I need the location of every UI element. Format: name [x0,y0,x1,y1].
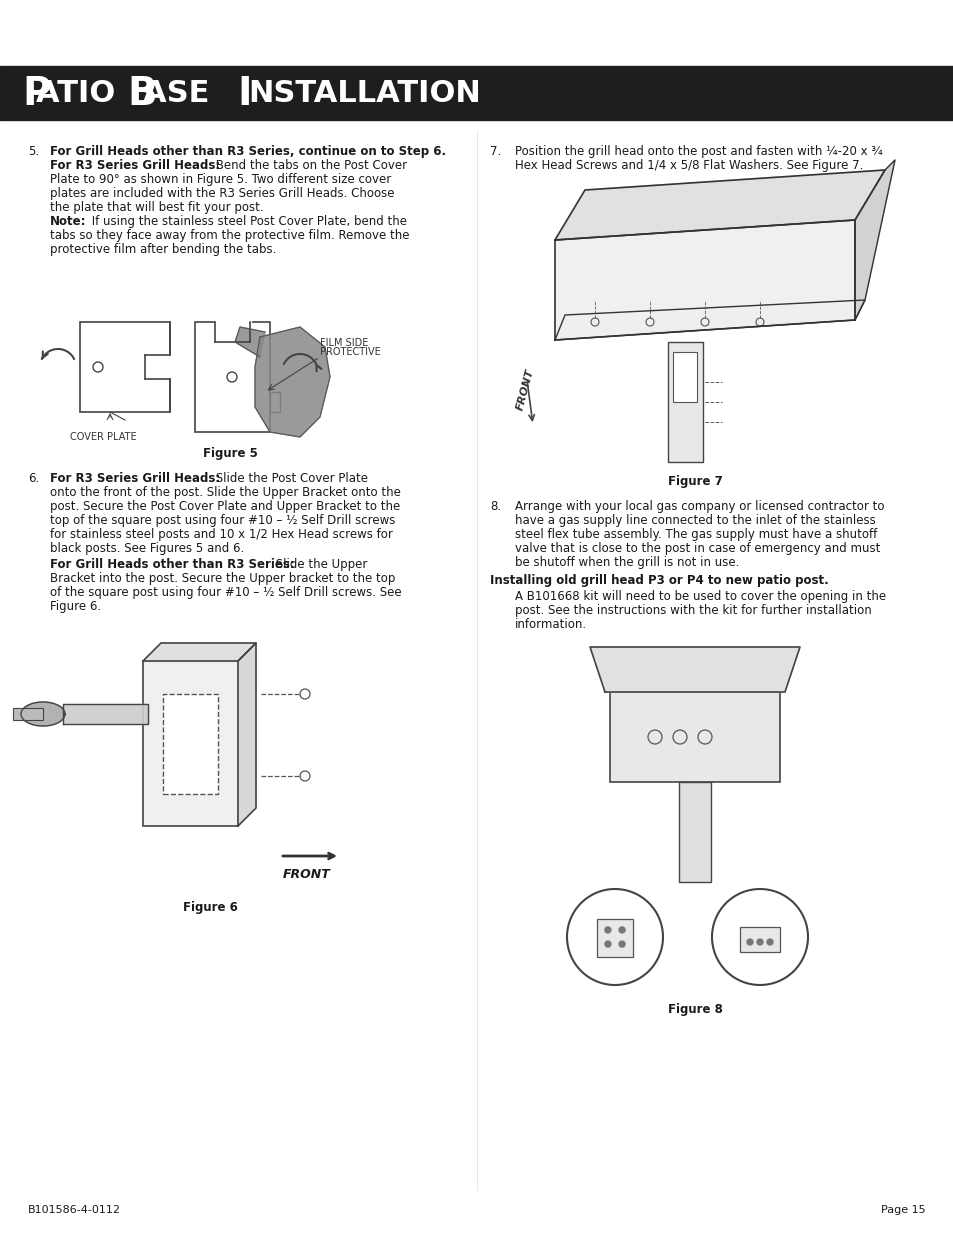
Text: For Grill Heads other than R3 Series, continue on to Step 6.: For Grill Heads other than R3 Series, co… [50,144,446,158]
Text: the plate that will best fit your post.: the plate that will best fit your post. [50,201,263,214]
Bar [597,919,633,957]
Bar [80,322,170,412]
Text: 5.: 5. [28,144,39,158]
Text: plates are included with the R3 Series Grill Heads. Choose: plates are included with the R3 Series G… [50,186,395,200]
Text: FRONT: FRONT [283,868,331,881]
Text: top of the square post using four #10 – ½ Self Drill screws: top of the square post using four #10 – … [50,514,395,527]
Bar [13,708,43,720]
Bar [609,692,780,782]
Text: Figure 6.: Figure 6. [50,600,101,613]
Text: PROTECTIVE: PROTECTIVE [319,347,380,357]
Text: FRONT: FRONT [514,368,535,412]
Text: have a gas supply line connected to the inlet of the stainless: have a gas supply line connected to the … [515,514,875,527]
Bar [163,694,218,794]
Text: B101586-4-0112: B101586-4-0112 [28,1205,121,1215]
Polygon shape [555,220,854,340]
Text: Figure 8: Figure 8 [667,1003,721,1016]
Polygon shape [854,161,894,320]
Text: Note:: Note: [50,215,87,228]
Polygon shape [589,647,800,692]
Bar [270,391,280,412]
Bar [0,0,953,68]
Text: information.: information. [515,618,586,631]
Polygon shape [237,643,255,826]
Bar [667,342,702,462]
Polygon shape [21,701,65,726]
Text: be shutoff when the grill is not in use.: be shutoff when the grill is not in use. [515,556,739,569]
Polygon shape [555,300,864,340]
Circle shape [566,889,662,986]
Text: post. See the instructions with the kit for further installation: post. See the instructions with the kit … [515,604,871,618]
Text: ASE: ASE [143,79,220,109]
Text: 7.: 7. [490,144,500,158]
Text: Bend the tabs on the Post Cover: Bend the tabs on the Post Cover [212,159,407,172]
Text: If using the stainless steel Post Cover Plate, bend the: If using the stainless steel Post Cover … [88,215,407,228]
Circle shape [618,927,624,932]
Bar [194,322,270,432]
Text: Plate to 90° as shown in Figure 5. Two different size cover: Plate to 90° as shown in Figure 5. Two d… [50,173,391,186]
Text: 8.: 8. [490,500,500,513]
Bar [214,320,252,342]
Circle shape [711,889,807,986]
Text: Figure 5: Figure 5 [202,447,257,459]
Text: COVER PLATE: COVER PLATE [70,432,136,442]
Polygon shape [63,704,148,724]
Text: onto the front of the post. Slide the Upper Bracket onto the: onto the front of the post. Slide the Up… [50,487,400,499]
Text: valve that is close to the post in case of emergency and must: valve that is close to the post in case … [515,542,880,555]
Text: FILM SIDE: FILM SIDE [319,338,368,348]
Text: of the square post using four #10 – ½ Self Drill screws. See: of the square post using four #10 – ½ Se… [50,585,401,599]
Polygon shape [234,327,265,357]
Text: For R3 Series Grill Heads:: For R3 Series Grill Heads: [50,472,220,485]
Text: Slide the Upper: Slide the Upper [272,558,367,571]
Text: B: B [127,75,156,112]
Bar [672,352,697,403]
Text: protective film after bending the tabs.: protective film after bending the tabs. [50,243,276,256]
Text: Figure 7: Figure 7 [667,475,721,488]
Text: tabs so they face away from the protective film. Remove the: tabs so they face away from the protecti… [50,228,409,242]
Circle shape [604,927,610,932]
Text: steel flex tube assembly. The gas supply must have a shutoff: steel flex tube assembly. The gas supply… [515,529,877,541]
Polygon shape [555,170,884,240]
Text: Page 15: Page 15 [881,1205,925,1215]
Text: NSTALLATION: NSTALLATION [248,79,480,109]
Text: for stainless steel posts and 10 x 1/2 Hex Head screws for: for stainless steel posts and 10 x 1/2 H… [50,529,393,541]
Text: For R3 Series Grill Heads:: For R3 Series Grill Heads: [50,159,220,172]
Circle shape [766,939,772,945]
Text: Installing old grill head P3 or P4 to new patio post.: Installing old grill head P3 or P4 to ne… [490,574,828,587]
Bar [679,782,710,882]
Text: ATIO: ATIO [36,79,126,109]
Circle shape [746,939,752,945]
Circle shape [757,939,762,945]
Text: A B101668 kit will need to be used to cover the opening in the: A B101668 kit will need to be used to co… [515,590,885,603]
Text: Bracket into the post. Secure the Upper bracket to the top: Bracket into the post. Secure the Upper … [50,572,395,585]
Bar [740,927,780,952]
Circle shape [604,941,610,947]
Text: Hex Head Screws and 1/4 x 5/8 Flat Washers. See Figure 7.: Hex Head Screws and 1/4 x 5/8 Flat Washe… [515,159,862,172]
Text: P: P [22,75,51,112]
Polygon shape [143,643,255,661]
Text: Slide the Post Cover Plate: Slide the Post Cover Plate [212,472,368,485]
Circle shape [618,941,624,947]
Polygon shape [254,327,330,437]
Text: I: I [236,75,252,112]
Text: Figure 6: Figure 6 [182,902,237,914]
Text: black posts. See Figures 5 and 6.: black posts. See Figures 5 and 6. [50,542,244,555]
Text: 6.: 6. [28,472,39,485]
Text: For Grill Heads other than R3 Series:: For Grill Heads other than R3 Series: [50,558,294,571]
Text: Position the grill head onto the post and fasten with ¼-20 x ¾: Position the grill head onto the post an… [515,144,882,158]
Text: post. Secure the Post Cover Plate and Upper Bracket to the: post. Secure the Post Cover Plate and Up… [50,500,400,513]
Bar [145,354,172,379]
Text: Arrange with your local gas company or licensed contractor to: Arrange with your local gas company or l… [515,500,883,513]
Bar [0,65,953,120]
Bar [143,661,237,826]
